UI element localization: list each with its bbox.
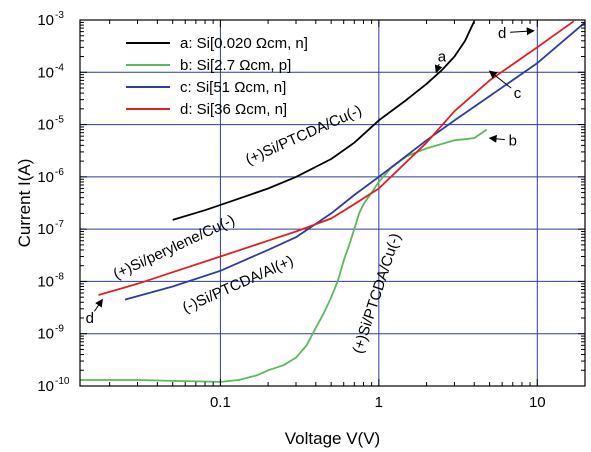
annotation-label-c: c	[514, 85, 522, 102]
y-tick-label: 10	[37, 378, 54, 395]
annotation-label-b: b	[509, 132, 517, 149]
y-tick-label: 10	[37, 326, 54, 343]
annotation-label-a: a	[438, 49, 447, 66]
series-line-d	[98, 20, 575, 296]
y-tick-exponent: -4	[55, 62, 64, 73]
y-tick-label: 10	[37, 221, 54, 238]
annotations: a b c d d	[86, 25, 535, 327]
legend-entry: b: Si[2.7 Ωcm, p]	[180, 57, 291, 74]
x-tick-label: 1	[375, 394, 383, 411]
legend-entry: c: Si[51 Ωcm, n]	[180, 79, 286, 96]
label-si-ptcda-cu-lower: (+)Si/PTCDA/Cu(-)	[349, 231, 404, 356]
annotation-arrow-c	[488, 70, 512, 89]
y-tick-exponent: -8	[55, 271, 64, 282]
y-tick-exponent: -3	[55, 10, 64, 21]
legend: a: Si[0.020 Ωcm, n] b: Si[2.7 Ωcm, p] c: S…	[126, 35, 308, 118]
y-tick-label: 10	[37, 273, 54, 290]
annotation-arrow-b	[488, 134, 505, 143]
y-tick-label: 10	[37, 12, 54, 29]
series-line-a	[172, 20, 476, 221]
legend-entry: a: Si[0.020 Ωcm, n]	[180, 35, 308, 52]
y-tick-exponent: -9	[55, 324, 64, 335]
y-tick-exponent: -6	[55, 167, 64, 178]
grid-lines	[80, 19, 585, 387]
x-axis-title: Voltage V(V)	[285, 429, 380, 448]
annotation-arrow-a	[434, 63, 443, 74]
y-tick-exponent: -10	[55, 376, 70, 387]
annotation-label-d-bottom: d	[86, 310, 94, 327]
y-axis-title: Current I(A)	[15, 159, 34, 248]
y-tick-label: 10	[37, 169, 54, 186]
y-tick-exponent: -5	[55, 115, 64, 126]
label-si-ptcda-al: (-)Si/PTCDA/Al(+)	[180, 252, 296, 316]
data-curves	[80, 20, 585, 383]
annotation-arrow-d-bottom	[93, 298, 103, 312]
annotation-label-d-top: d	[498, 25, 506, 42]
legend-entry: d: Si[36 Ωcm, n]	[180, 101, 287, 118]
annotation-arrow-d-top	[510, 27, 535, 36]
plot-frame	[79, 19, 586, 387]
y-tick-label: 10	[37, 117, 54, 134]
x-tick-label: 10	[529, 394, 546, 411]
x-tick-label: 0.1	[210, 394, 231, 411]
y-tick-exponent: -7	[55, 219, 64, 230]
series-line-c	[124, 21, 585, 301]
y-tick-label: 10	[37, 64, 54, 81]
